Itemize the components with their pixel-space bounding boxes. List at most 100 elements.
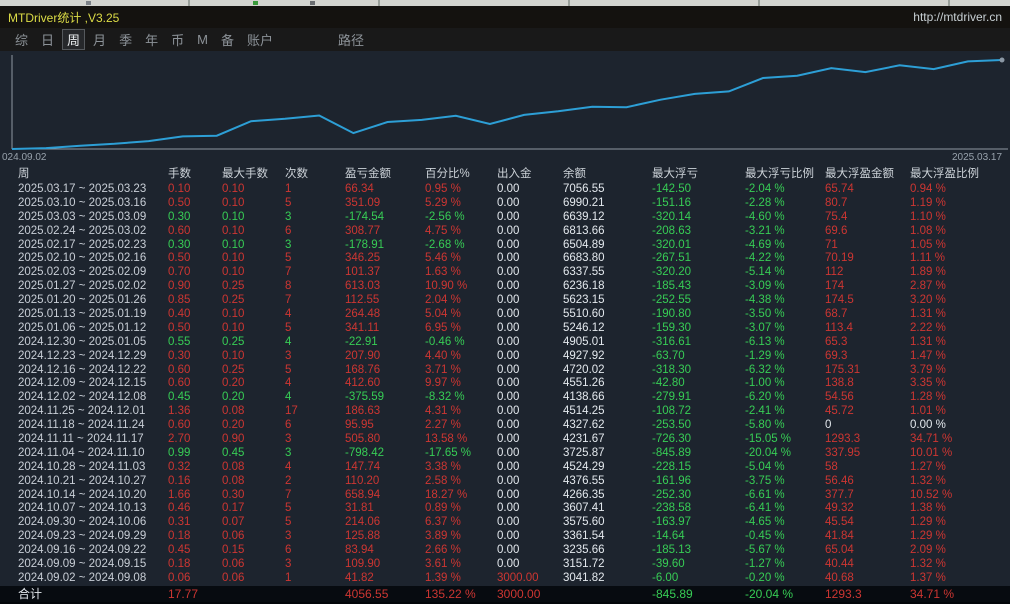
menu-item-9[interactable]: 账户: [246, 33, 273, 48]
table-row[interactable]: 2024.10.14 ~ 2024.10.20 1.66 0.30 7 658.94 18…: [0, 489, 1010, 503]
menu-item-3[interactable]: 月: [93, 33, 107, 48]
cell-max-fp: 49.32: [825, 502, 854, 515]
menu-item-7[interactable]: M: [197, 32, 208, 47]
cell-max-fp-pct: 2.22 %: [910, 321, 946, 334]
cell-lots: 0.18: [168, 558, 191, 571]
cell-pnl: 308.77: [345, 224, 381, 237]
cell-max-dd: -14.64: [652, 530, 685, 543]
cell-max-dd-pct: -3.09 %: [745, 280, 785, 293]
table-row[interactable]: 2025.02.17 ~ 2025.02.23 0.30 0.10 3 -178.91 -…: [0, 239, 1010, 253]
table-total-row: 合计 17.77 4056.55 135.22 % 3000.00 -845.8…: [0, 586, 1010, 602]
table-row[interactable]: 2025.02.10 ~ 2025.02.16 0.50 0.10 5 346.25 5.…: [0, 252, 1010, 266]
cell-balance: 4327.62: [563, 419, 605, 432]
cell-max-dd-pct: -5.80 %: [745, 419, 785, 432]
cell-max-lots: 0.06: [222, 571, 245, 584]
background-toolbar-speck: [310, 1, 315, 5]
menu-item-0[interactable]: 综: [15, 33, 29, 48]
cell-pct: 9.97 %: [425, 377, 461, 390]
table-row[interactable]: 2024.09.02 ~ 2024.09.08 0.06 0.06 1 41.82 1.3…: [0, 572, 1010, 586]
table-row[interactable]: 2025.02.24 ~ 2025.03.02 0.60 0.10 6 308.77 4.…: [0, 225, 1010, 239]
menu-item-2[interactable]: 周: [62, 29, 86, 50]
menu-item-6[interactable]: 币: [171, 33, 185, 48]
table-row[interactable]: 2024.09.16 ~ 2024.09.22 0.45 0.15 6 83.94 2.6…: [0, 544, 1010, 558]
cell-max-fp: 138.8: [825, 377, 854, 390]
background-window-edge: [0, 0, 1010, 6]
cell-max-fp: 0: [825, 419, 832, 432]
table-row[interactable]: 2024.09.09 ~ 2024.09.15 0.18 0.06 3 109.90 3.…: [0, 558, 1010, 572]
table-row[interactable]: 2025.01.06 ~ 2025.01.12 0.50 0.10 5 341.11 6.…: [0, 322, 1010, 336]
menu-item-8[interactable]: 备: [220, 33, 234, 48]
table-row[interactable]: 2025.01.27 ~ 2025.02.02 0.90 0.25 8 613.03 10…: [0, 280, 1010, 294]
app-url-link[interactable]: http://mtdriver.cn: [913, 10, 1002, 24]
cell-max-dd: -185.43: [652, 280, 692, 293]
equity-line-endpoint: [999, 57, 1005, 63]
table-row[interactable]: 2025.03.10 ~ 2025.03.16 0.50 0.10 5 351.09 5.…: [0, 197, 1010, 211]
table-row[interactable]: 2024.11.04 ~ 2024.11.10 0.99 0.45 3 -798.42 -…: [0, 447, 1010, 461]
table-row[interactable]: 2024.10.21 ~ 2024.10.27 0.16 0.08 2 110.20 2.…: [0, 475, 1010, 489]
cell-max-fp: 65.04: [825, 544, 854, 557]
table-row[interactable]: 2024.11.18 ~ 2024.11.24 0.60 0.20 6 95.95 2.2…: [0, 419, 1010, 433]
cell-max-fp: 69.6: [825, 224, 848, 237]
cell-max-dd-pct: -4.69 %: [745, 238, 785, 251]
cell-max-dd-pct: -3.21 %: [745, 224, 785, 237]
cell-pnl: 341.11: [345, 321, 380, 334]
cell-lots: 1.36: [168, 405, 191, 418]
menu-item-4[interactable]: 季: [119, 33, 133, 48]
table-row[interactable]: 2024.12.09 ~ 2024.12.15 0.60 0.20 4 412.60 9.…: [0, 377, 1010, 391]
table-row[interactable]: 2024.11.25 ~ 2024.12.01 1.36 0.08 17 186.63 4…: [0, 405, 1010, 419]
equity-chart: 024.09.02 2025.03.17: [0, 51, 1010, 163]
cell-max-dd: -238.58: [652, 502, 692, 515]
cell-inout: 0.00: [497, 196, 520, 209]
table-row[interactable]: 2025.03.17 ~ 2025.03.23 0.10 0.10 1 66.34 0.9…: [0, 183, 1010, 197]
table-row[interactable]: 2024.12.02 ~ 2024.12.08 0.45 0.20 4 -375.59 -…: [0, 391, 1010, 405]
cell-pct: 3.61 %: [425, 558, 461, 571]
cell-max-dd-pct: -6.32 %: [745, 363, 785, 376]
table-row[interactable]: 2024.12.30 ~ 2025.01.05 0.55 0.25 4 -22.91 -0…: [0, 336, 1010, 350]
cell-max-fp-pct: 1.31 %: [910, 335, 946, 348]
cell-count: 4: [285, 377, 292, 390]
cell-max-fp: 377.7: [825, 488, 854, 501]
cell-max-fp: 45.72: [825, 405, 854, 418]
table-row[interactable]: 2025.02.03 ~ 2025.02.09 0.70 0.10 7 101.37 1.…: [0, 266, 1010, 280]
cell-pnl: 186.63: [345, 405, 381, 418]
cell-max-fp-pct: 1.01 %: [910, 405, 946, 418]
cell-period: 2024.09.09 ~ 2024.09.15: [18, 558, 147, 571]
cell-max-fp-pct: 1.19 %: [910, 196, 946, 209]
window-bottom-edge: [0, 602, 1010, 604]
cell-max-dd-pct: -4.65 %: [745, 516, 785, 529]
table-row[interactable]: 2024.09.23 ~ 2024.09.29 0.18 0.06 3 125.88 3.…: [0, 530, 1010, 544]
cell-max-dd: -228.15: [652, 460, 692, 473]
table-row[interactable]: 2024.11.11 ~ 2024.11.17 2.70 0.90 3 505.80 13…: [0, 433, 1010, 447]
cell-pct: -2.68 %: [425, 238, 465, 251]
cell-max-dd-pct: -4.22 %: [745, 252, 785, 265]
cell-pct: 2.04 %: [425, 294, 461, 307]
menu-item-1[interactable]: 日: [41, 33, 55, 48]
cell-max-fp-pct: 1.32 %: [910, 558, 946, 571]
table-row[interactable]: 2025.01.13 ~ 2025.01.19 0.40 0.10 4 264.48 5.…: [0, 308, 1010, 322]
cell-pnl: 31.81: [345, 502, 374, 515]
cell-pnl: 109.90: [345, 558, 381, 571]
cell-max-fp-pct: 2.87 %: [910, 280, 946, 293]
table-row[interactable]: 2025.01.20 ~ 2025.01.26 0.85 0.25 7 112.55 2.…: [0, 294, 1010, 308]
menu-item-5[interactable]: 年: [145, 33, 159, 48]
table-row[interactable]: 2025.03.03 ~ 2025.03.09 0.30 0.10 3 -174.54 -…: [0, 211, 1010, 225]
cell-pct: 10.90 %: [425, 280, 468, 293]
cell-max-lots: 0.10: [222, 349, 245, 362]
cell-max-fp-pct: 0.00 %: [910, 419, 946, 432]
cell-pnl: 264.48: [345, 308, 381, 321]
cell-max-lots: 0.20: [222, 391, 245, 404]
cell-pct: 0.89 %: [425, 502, 461, 515]
table-row[interactable]: 2024.09.30 ~ 2024.10.06 0.31 0.07 5 214.06 6.…: [0, 516, 1010, 530]
table-row[interactable]: 2024.12.16 ~ 2024.12.22 0.60 0.25 5 168.76 3.…: [0, 364, 1010, 378]
cell-pnl: -375.59: [345, 391, 385, 404]
table-row[interactable]: 2024.12.23 ~ 2024.12.29 0.30 0.10 3 207.90 4.…: [0, 350, 1010, 364]
cell-max-fp: 174: [825, 280, 845, 293]
menu-item-path[interactable]: 路径: [337, 33, 364, 48]
cell-max-fp-pct: 1.08 %: [910, 224, 946, 237]
cell-lots: 0.18: [168, 530, 191, 543]
cell-max-fp: 75.4: [825, 210, 848, 223]
cell-lots: 1.66: [168, 488, 191, 501]
table-row[interactable]: 2024.10.28 ~ 2024.11.03 0.32 0.08 4 147.74 3.…: [0, 461, 1010, 475]
table-row[interactable]: 2024.10.07 ~ 2024.10.13 0.46 0.17 5 31.81 0.8…: [0, 502, 1010, 516]
cell-pct: 4.40 %: [425, 349, 461, 362]
